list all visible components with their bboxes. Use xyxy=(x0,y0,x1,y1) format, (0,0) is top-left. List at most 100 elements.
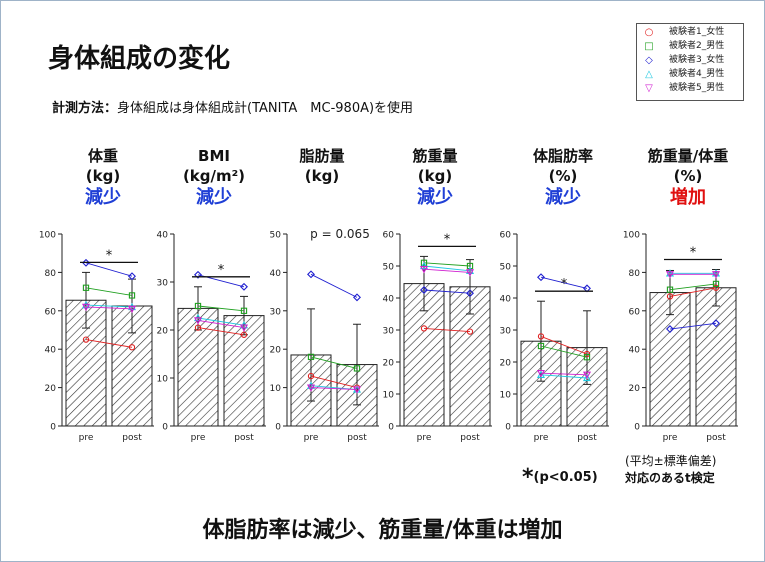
y-tick-label: 40 xyxy=(270,269,282,279)
subject-point xyxy=(665,269,675,277)
legend-label: 被験者1_女性 xyxy=(669,27,725,37)
panel-header-muscle-ratio: 筋重量/体重 (%) 増加 xyxy=(633,146,743,210)
subject-point xyxy=(307,270,315,279)
subject-point xyxy=(712,319,720,328)
panel-header-weight: 体重 (kg) 減少 xyxy=(48,146,158,210)
panel-header-fat-mass: 脂肪量 (kg) xyxy=(267,146,377,186)
subject-point xyxy=(711,271,721,279)
subject-point xyxy=(536,370,546,378)
y-tick-label: 0 xyxy=(388,423,394,433)
subject-line xyxy=(310,387,358,390)
x-tick-label: post xyxy=(347,433,367,443)
legend-label: 被験者5_男性 xyxy=(669,83,725,93)
subject-line xyxy=(197,327,245,336)
y-tick-label: 30 xyxy=(500,327,512,337)
square-marker-icon: □ xyxy=(644,41,654,52)
panel-title: 体脂肪率 xyxy=(532,147,593,165)
panel-change: 減少 xyxy=(417,187,453,208)
subject-line xyxy=(310,356,358,369)
method-line: 計測方法：身体組成は身体組成計(TANITA MC-980A)を使用 xyxy=(52,97,413,116)
y-tick-label: 10 xyxy=(270,384,282,394)
x-tick-label: pre xyxy=(417,433,432,443)
p-value-label: p = 0.065 xyxy=(310,227,370,241)
subject-line xyxy=(310,273,358,298)
legend-item: ◇ 被験者3_女性 xyxy=(641,54,741,67)
slide-title: 身体組成の変化 xyxy=(48,44,231,74)
conclusion-text: 体脂肪率は減少、筋重量/体重は増加 xyxy=(202,518,563,543)
subject-line xyxy=(540,335,588,355)
panel-unit: (kg) xyxy=(85,167,121,185)
legend-item: △ 被験者4_男性 xyxy=(641,68,741,81)
subject-point xyxy=(466,328,474,335)
subject-line xyxy=(540,374,588,379)
legend-item: ○ 被験者1_女性 xyxy=(641,26,741,39)
subject-point xyxy=(352,386,362,394)
y-tick-label: 80 xyxy=(629,269,641,279)
y-tick-label: 0 xyxy=(162,423,168,433)
bar-post xyxy=(695,287,737,427)
x-tick-label: pre xyxy=(304,433,319,443)
subject-point xyxy=(666,286,674,293)
subject-point xyxy=(353,293,361,302)
y-tick-label: 30 xyxy=(270,307,282,317)
diamond-marker-icon: ◇ xyxy=(645,55,653,66)
panel-header-body-fat-pct: 体脂肪率 (%) 減少 xyxy=(508,146,618,210)
legend-label: 被験者4_男性 xyxy=(669,69,725,79)
subject-line xyxy=(423,268,471,273)
significance-star: * xyxy=(444,232,451,247)
subject-point xyxy=(240,282,248,291)
x-tick-label: post xyxy=(234,433,254,443)
panel-unit: (kg/m²) xyxy=(182,167,246,185)
subject-line xyxy=(423,262,471,267)
panel-change: 減少 xyxy=(545,187,581,208)
subject-point xyxy=(240,307,248,314)
subject-point xyxy=(127,305,137,314)
subject-point xyxy=(420,286,428,294)
panel-change: 減少 xyxy=(85,187,121,208)
subject-point xyxy=(537,333,545,340)
circle-marker-icon: ○ xyxy=(644,27,654,38)
x-tick-label: post xyxy=(460,433,480,443)
y-tick-label: 40 xyxy=(157,231,169,241)
x-tick-label: post xyxy=(706,433,726,443)
subject-line xyxy=(423,265,471,272)
significance-star: * xyxy=(218,263,225,278)
panel-header-bmi: BMI (kg/m²) 減少 xyxy=(159,146,269,210)
subject-point xyxy=(583,354,591,361)
subject-line xyxy=(669,283,717,291)
subject-line xyxy=(197,317,245,326)
stats-note-test: 対応のあるt検定 xyxy=(625,471,715,485)
subject-line xyxy=(669,287,717,297)
panel-unit: (kg) xyxy=(417,167,453,185)
y-tick-label: 100 xyxy=(39,231,56,241)
x-tick-label: pre xyxy=(191,433,206,443)
method-text: 身体組成は身体組成計(TANITA MC-980A)を使用 xyxy=(117,101,414,116)
significance-star: * xyxy=(690,246,697,261)
y-tick-label: 50 xyxy=(270,231,282,241)
subject-point xyxy=(465,269,475,277)
subject-point xyxy=(128,344,136,351)
panel-header-muscle-mass: 筋重量 (kg) 減少 xyxy=(380,146,490,210)
panel-change: 減少 xyxy=(196,187,232,208)
subject-point xyxy=(194,302,202,310)
method-label: 計測方法： xyxy=(52,101,118,116)
subject-point xyxy=(194,270,202,279)
subject-point xyxy=(307,372,315,380)
stats-note-mean-sd: (平均±標準偏差) xyxy=(625,454,717,468)
subject-point xyxy=(82,336,90,343)
subject-point xyxy=(419,261,429,270)
subject-line xyxy=(310,375,358,389)
y-tick-label: 60 xyxy=(500,231,512,241)
subject-point xyxy=(306,384,316,392)
y-tick-label: 60 xyxy=(383,231,395,241)
y-tick-label: 40 xyxy=(383,295,395,305)
legend-item: □ 被験者2_男性 xyxy=(641,40,741,53)
y-tick-label: 40 xyxy=(500,295,512,305)
subject-line xyxy=(669,322,717,330)
significance-star: * xyxy=(561,277,568,292)
y-tick-label: 30 xyxy=(157,279,169,289)
subject-point xyxy=(194,324,202,331)
y-tick-label: 0 xyxy=(634,423,640,433)
x-tick-label: pre xyxy=(79,433,94,443)
